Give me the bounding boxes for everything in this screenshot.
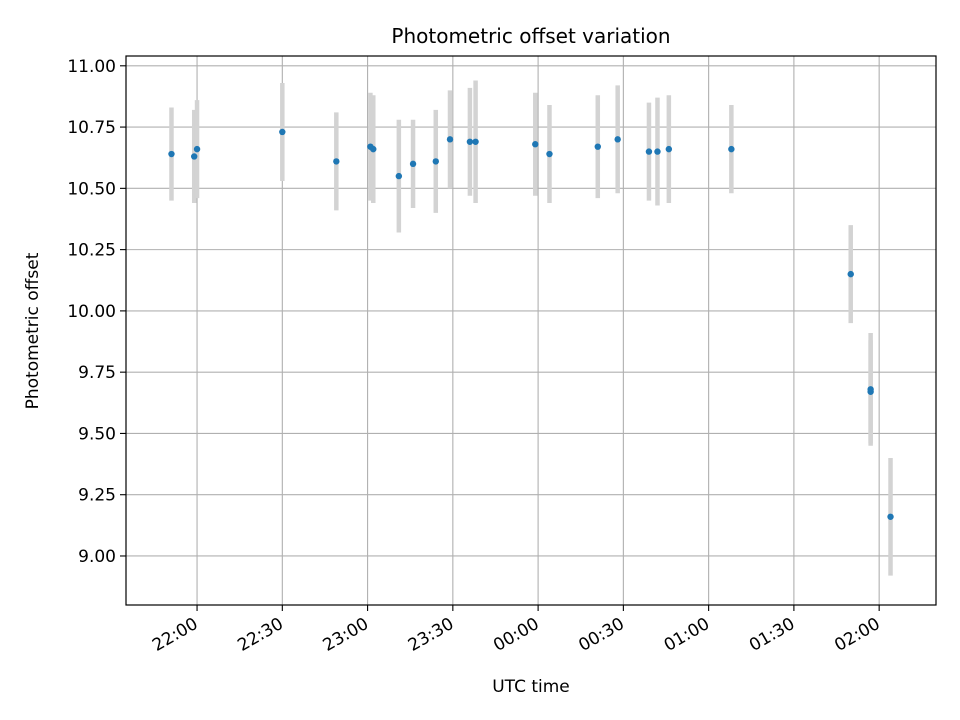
y-tick-label: 10.50: [67, 179, 116, 199]
data-point: [409, 160, 417, 168]
data-point: [654, 148, 661, 155]
data-point: [191, 153, 198, 160]
y-axis-label: Photometric offset: [23, 252, 43, 409]
x-axis-label: UTC time: [492, 677, 570, 697]
chart-title: Photometric offset variation: [391, 24, 670, 48]
data-point: [614, 136, 621, 143]
data-point: [546, 150, 553, 158]
data-point: [370, 145, 377, 153]
data-point: [665, 145, 673, 153]
data-point: [472, 138, 479, 145]
data-point: [395, 172, 403, 180]
data-point: [887, 513, 894, 520]
data-point: [867, 388, 874, 395]
data-point: [645, 148, 653, 155]
plot-frame: [125, 55, 937, 606]
y-tick-label: 11.00: [67, 57, 116, 77]
data-point: [847, 270, 854, 278]
data-point: [333, 158, 340, 165]
y-tick-label: 9.25: [78, 486, 116, 506]
data-point: [728, 145, 735, 153]
data-points: [168, 128, 894, 520]
y-tick-label: 10.25: [67, 241, 116, 261]
data-point: [532, 141, 539, 148]
data-point: [446, 136, 454, 143]
data-point: [193, 145, 201, 153]
data-point: [279, 128, 286, 136]
grid: [126, 56, 936, 605]
data-point: [594, 143, 601, 150]
data-point: [168, 150, 175, 158]
y-tick-label: 9.00: [78, 547, 116, 567]
y-tick-label: 10.00: [67, 302, 116, 322]
data-point: [432, 158, 439, 165]
y-tick-label: 9.50: [78, 424, 116, 444]
y-tick-label: 9.75: [78, 363, 116, 383]
y-tick-label: 10.75: [67, 118, 116, 138]
y-axis-ticks: 9.00 9.25 9.50 9.75 10.00 10.25 10.50 10.75 11.0…: [67, 57, 126, 567]
data-point: [466, 138, 474, 145]
